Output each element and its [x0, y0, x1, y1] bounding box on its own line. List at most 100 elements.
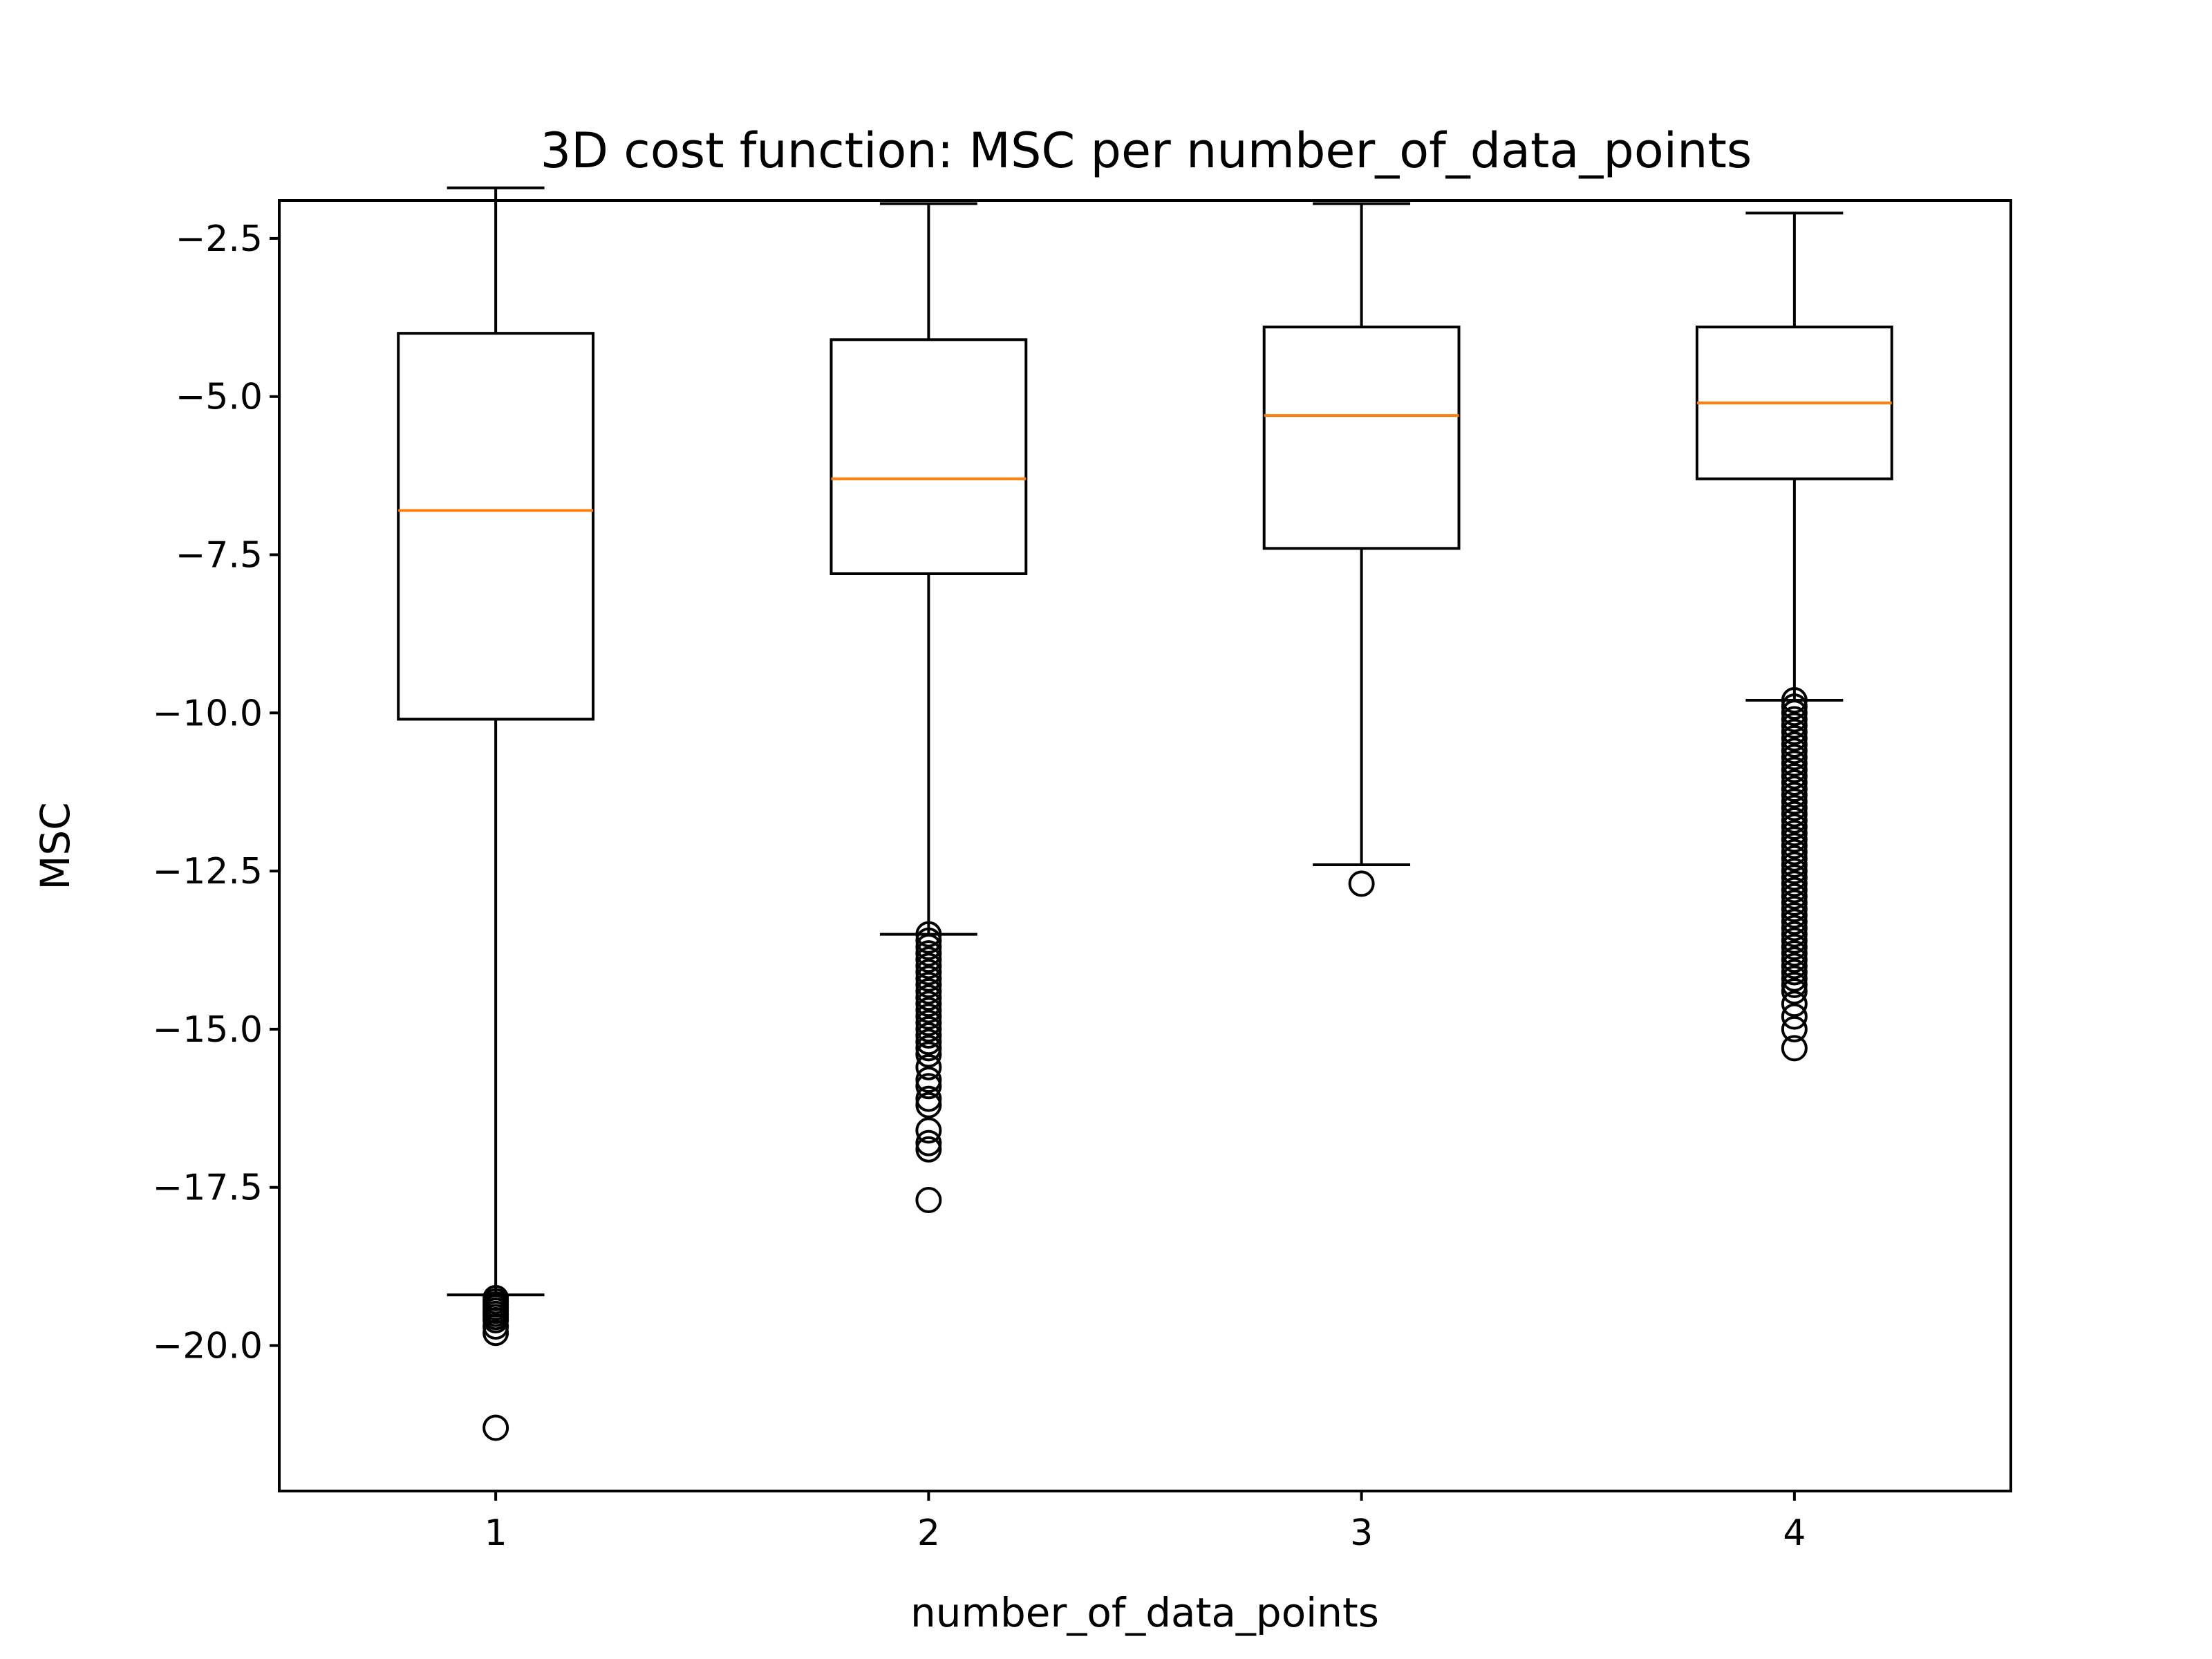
outlier-point — [1781, 826, 1808, 853]
outlier-point — [482, 1313, 509, 1340]
outlier-point — [915, 984, 942, 1011]
outlier-point — [1781, 902, 1808, 929]
iqr-box — [397, 332, 595, 721]
outlier-point — [1781, 883, 1808, 910]
outlier-point — [915, 940, 942, 967]
outlier-point — [1781, 864, 1808, 891]
x-axis-label: number_of_data_points — [910, 1589, 1379, 1636]
outlier-point — [1781, 927, 1808, 954]
outlier-point — [1781, 756, 1808, 783]
plot-frame — [278, 199, 2012, 1492]
outlier-point — [1781, 851, 1808, 878]
outlier-point — [915, 1029, 942, 1056]
outlier-point — [1781, 832, 1808, 859]
outlier-point — [1781, 687, 1808, 714]
outlier-point — [1781, 800, 1808, 827]
outlier-point — [1781, 845, 1808, 872]
x-tick-label: 1 — [485, 1512, 507, 1554]
outlier-point — [915, 1022, 942, 1049]
outlier-point — [915, 1015, 942, 1042]
x-tick-label: 2 — [917, 1512, 940, 1554]
outlier-point — [915, 1067, 942, 1094]
outlier-point — [915, 965, 942, 992]
outlier-point — [1781, 724, 1808, 751]
outlier-point — [1781, 718, 1808, 745]
outlier-point — [1781, 959, 1808, 986]
y-tick-label: −5.0 — [176, 377, 263, 418]
outlier-point — [915, 1130, 942, 1156]
x-axis: 1 2 3 4 — [485, 1491, 1806, 1554]
outlier-point — [1781, 750, 1808, 777]
outlier-point — [1781, 870, 1808, 897]
outlier-point — [482, 1320, 509, 1347]
outlier-point — [1781, 782, 1808, 809]
y-axis-label: MSC — [32, 802, 79, 890]
outlier-point — [915, 953, 942, 980]
y-tick-label: −12.5 — [153, 851, 263, 892]
outlier-point — [915, 977, 942, 1004]
outlier-point — [915, 1009, 942, 1036]
outlier-point — [1781, 953, 1808, 980]
outlier-point — [915, 1117, 942, 1144]
y-tick-label: −10.0 — [153, 693, 263, 734]
outlier-point — [1781, 731, 1808, 758]
outlier-point — [1781, 971, 1808, 998]
outlier-point — [1781, 693, 1808, 720]
box-group-2 — [830, 202, 1028, 1214]
outlier-point — [1781, 965, 1808, 992]
outlier-point — [1781, 776, 1808, 803]
outlier-point — [915, 959, 942, 986]
x-tick-label: 4 — [1783, 1512, 1806, 1554]
outlier-point — [1781, 889, 1808, 916]
outlier-point — [915, 927, 942, 954]
outlier-point — [915, 946, 942, 973]
outlier-point — [1781, 1015, 1808, 1042]
outlier-point — [1781, 712, 1808, 739]
outlier-point — [915, 1041, 942, 1068]
outlier-point — [915, 933, 942, 960]
outlier-point — [1781, 991, 1808, 1018]
x-tick-label: 3 — [1350, 1512, 1373, 1554]
outlier-point — [1781, 838, 1808, 865]
iqr-box — [1262, 326, 1461, 550]
outlier-point — [1781, 807, 1808, 834]
plot-area — [397, 186, 1893, 1441]
outlier-point — [915, 1187, 942, 1214]
outlier-point — [1781, 706, 1808, 733]
outlier-point — [1781, 933, 1808, 960]
outlier-point — [1781, 769, 1808, 796]
outlier-point — [1781, 915, 1808, 941]
outlier-point — [915, 1085, 942, 1112]
outlier-point — [915, 1035, 942, 1062]
outlier-point — [915, 1073, 942, 1100]
outlier-point — [1781, 814, 1808, 841]
outlier-point — [1781, 794, 1808, 821]
outlier-point — [1781, 1003, 1808, 1030]
outlier-point — [1781, 940, 1808, 967]
y-tick-label: −20.0 — [153, 1326, 263, 1367]
outlier-point — [915, 1136, 942, 1163]
outlier-point — [915, 1091, 942, 1118]
outlier-point — [1781, 896, 1808, 923]
outlier-point — [1348, 870, 1375, 897]
outlier-point — [1781, 921, 1808, 948]
outlier-point — [1781, 700, 1808, 727]
outlier-point — [1781, 762, 1808, 789]
outlier-point — [1781, 738, 1808, 765]
outlier-point — [915, 1053, 942, 1080]
outlier-point — [482, 1306, 509, 1333]
box-group-3 — [1262, 202, 1461, 897]
outlier-point — [1781, 946, 1808, 973]
chart-title: 3D cost function: MSC per number_of_data… — [541, 122, 1752, 179]
y-tick-label: −2.5 — [176, 218, 263, 260]
y-tick-label: −7.5 — [176, 535, 263, 577]
outlier-point — [915, 991, 942, 1018]
y-axis: −2.5 −5.0 −7.5 −10.0 −12.5 −15.0 −17.5 −20.0 — [153, 218, 279, 1367]
outlier-point — [482, 1414, 509, 1441]
y-tick-label: −15.0 — [153, 1009, 263, 1051]
box-group-4 — [1695, 212, 1893, 1062]
outlier-point — [1781, 877, 1808, 903]
outlier-point — [1781, 820, 1808, 847]
outlier-point — [1781, 977, 1808, 1004]
